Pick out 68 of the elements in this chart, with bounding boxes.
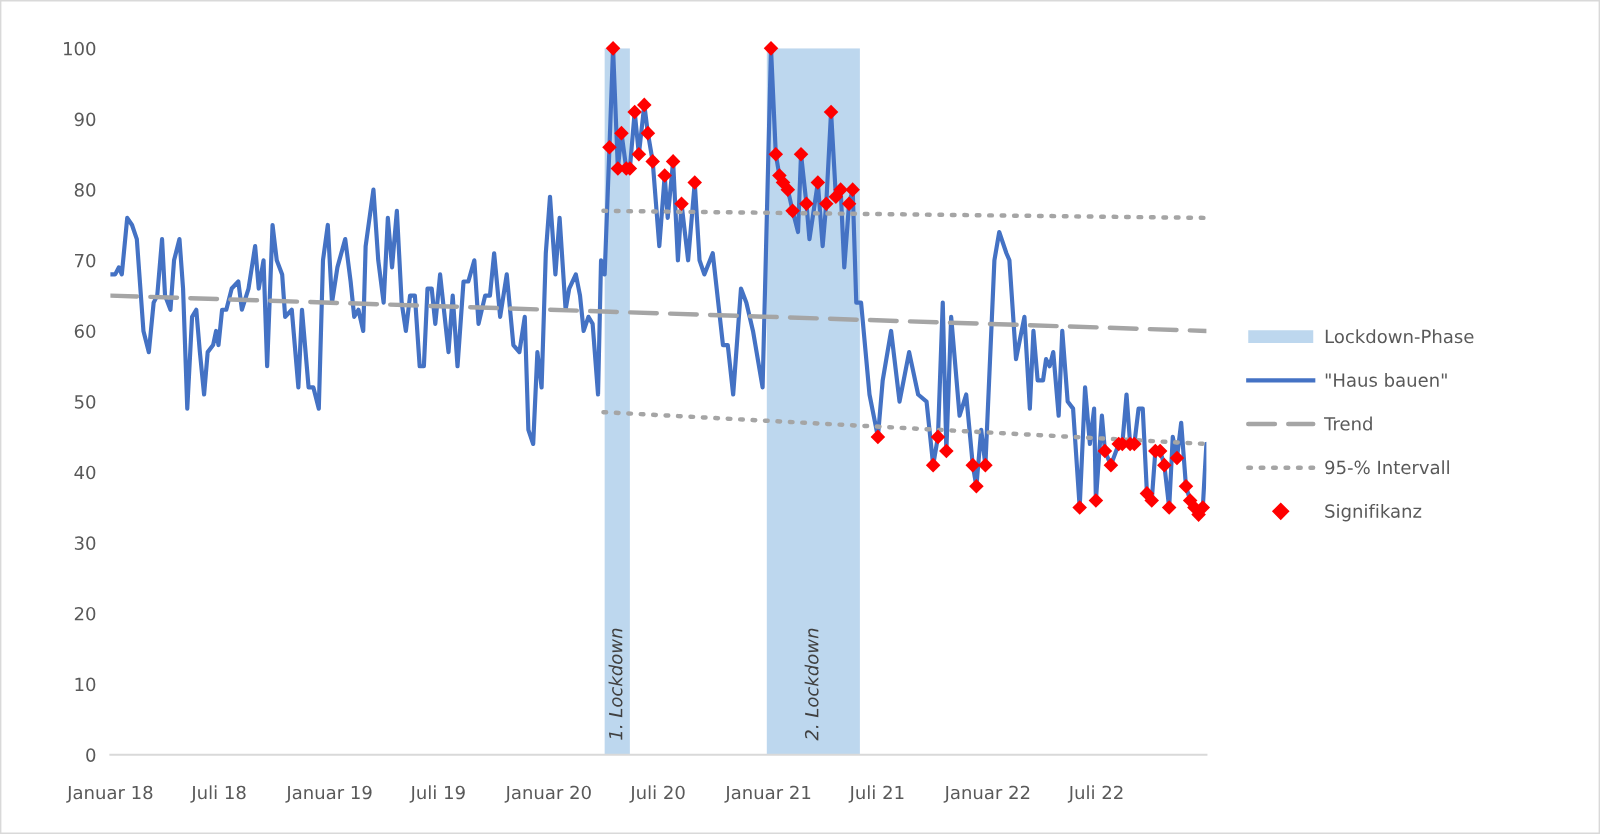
y-tick-label: 10	[75, 677, 96, 692]
point	[640, 125, 656, 141]
legend-label: 95-% Intervall	[1325, 460, 1449, 475]
point	[763, 41, 779, 56]
point	[780, 182, 796, 197]
point	[665, 154, 681, 169]
point	[1178, 479, 1194, 494]
point	[1157, 457, 1172, 473]
annotation: 2. Lockdown	[804, 628, 819, 741]
point	[965, 457, 981, 473]
point	[602, 139, 617, 155]
point	[978, 457, 993, 473]
point	[1144, 493, 1160, 508]
x-tick-label: Januar 20	[504, 785, 591, 803]
x-tick-label: Juli 22	[1067, 785, 1123, 803]
y-tick-label: 30	[74, 536, 96, 550]
point	[1103, 457, 1119, 473]
point	[823, 104, 839, 120]
point	[845, 182, 860, 197]
point	[799, 196, 814, 212]
point	[870, 429, 886, 445]
x-tick-label: Juli 19	[409, 785, 465, 803]
point	[793, 147, 809, 162]
point	[969, 479, 984, 494]
y-tick-label: 40	[74, 465, 96, 480]
point	[645, 154, 660, 169]
y-tick-label: 50	[74, 395, 96, 409]
y-tick-label: 0	[86, 748, 96, 762]
y-tick-label: 100	[64, 41, 96, 56]
point	[614, 125, 629, 141]
x-tick-label: Juli 21	[848, 785, 904, 803]
point	[1169, 450, 1185, 466]
point	[768, 147, 784, 162]
legend-label: Signifikanz	[1325, 503, 1422, 522]
y-tick-label: 60	[74, 324, 96, 339]
x-tick-label: Januar 19	[285, 785, 372, 803]
y-tick-label: 90	[74, 112, 96, 127]
point	[1161, 500, 1177, 515]
point	[833, 182, 848, 197]
point	[930, 429, 946, 445]
point	[925, 457, 941, 473]
legend-label: "Haus bauen"	[1325, 372, 1447, 387]
annotation: 1. Lockdown	[608, 628, 623, 740]
point	[637, 97, 652, 113]
point	[627, 104, 642, 120]
point	[939, 443, 954, 459]
point	[687, 175, 703, 190]
point	[657, 168, 672, 183]
y-tick-label: 80	[74, 183, 96, 197]
point	[810, 175, 826, 190]
x-tick-label: Januar 18	[66, 785, 153, 803]
point	[1072, 500, 1087, 515]
point	[1097, 443, 1113, 459]
legend-label: Lockdown-Phase	[1325, 329, 1474, 344]
point	[605, 41, 621, 56]
x-tick-label: Januar 21	[724, 785, 811, 803]
y-tick-label: 20	[74, 606, 96, 621]
point	[1088, 493, 1104, 508]
x-tick-label: Juli 18	[190, 785, 246, 803]
x-tick-label: Januar 22	[943, 785, 1030, 803]
point	[674, 196, 689, 212]
point	[785, 203, 800, 219]
point	[841, 196, 857, 212]
legend-label: Trend	[1324, 416, 1372, 431]
x-tick-label: Juli 20	[629, 785, 685, 803]
y-tick-label: 70	[75, 253, 96, 268]
point	[818, 196, 834, 212]
point	[631, 147, 647, 162]
